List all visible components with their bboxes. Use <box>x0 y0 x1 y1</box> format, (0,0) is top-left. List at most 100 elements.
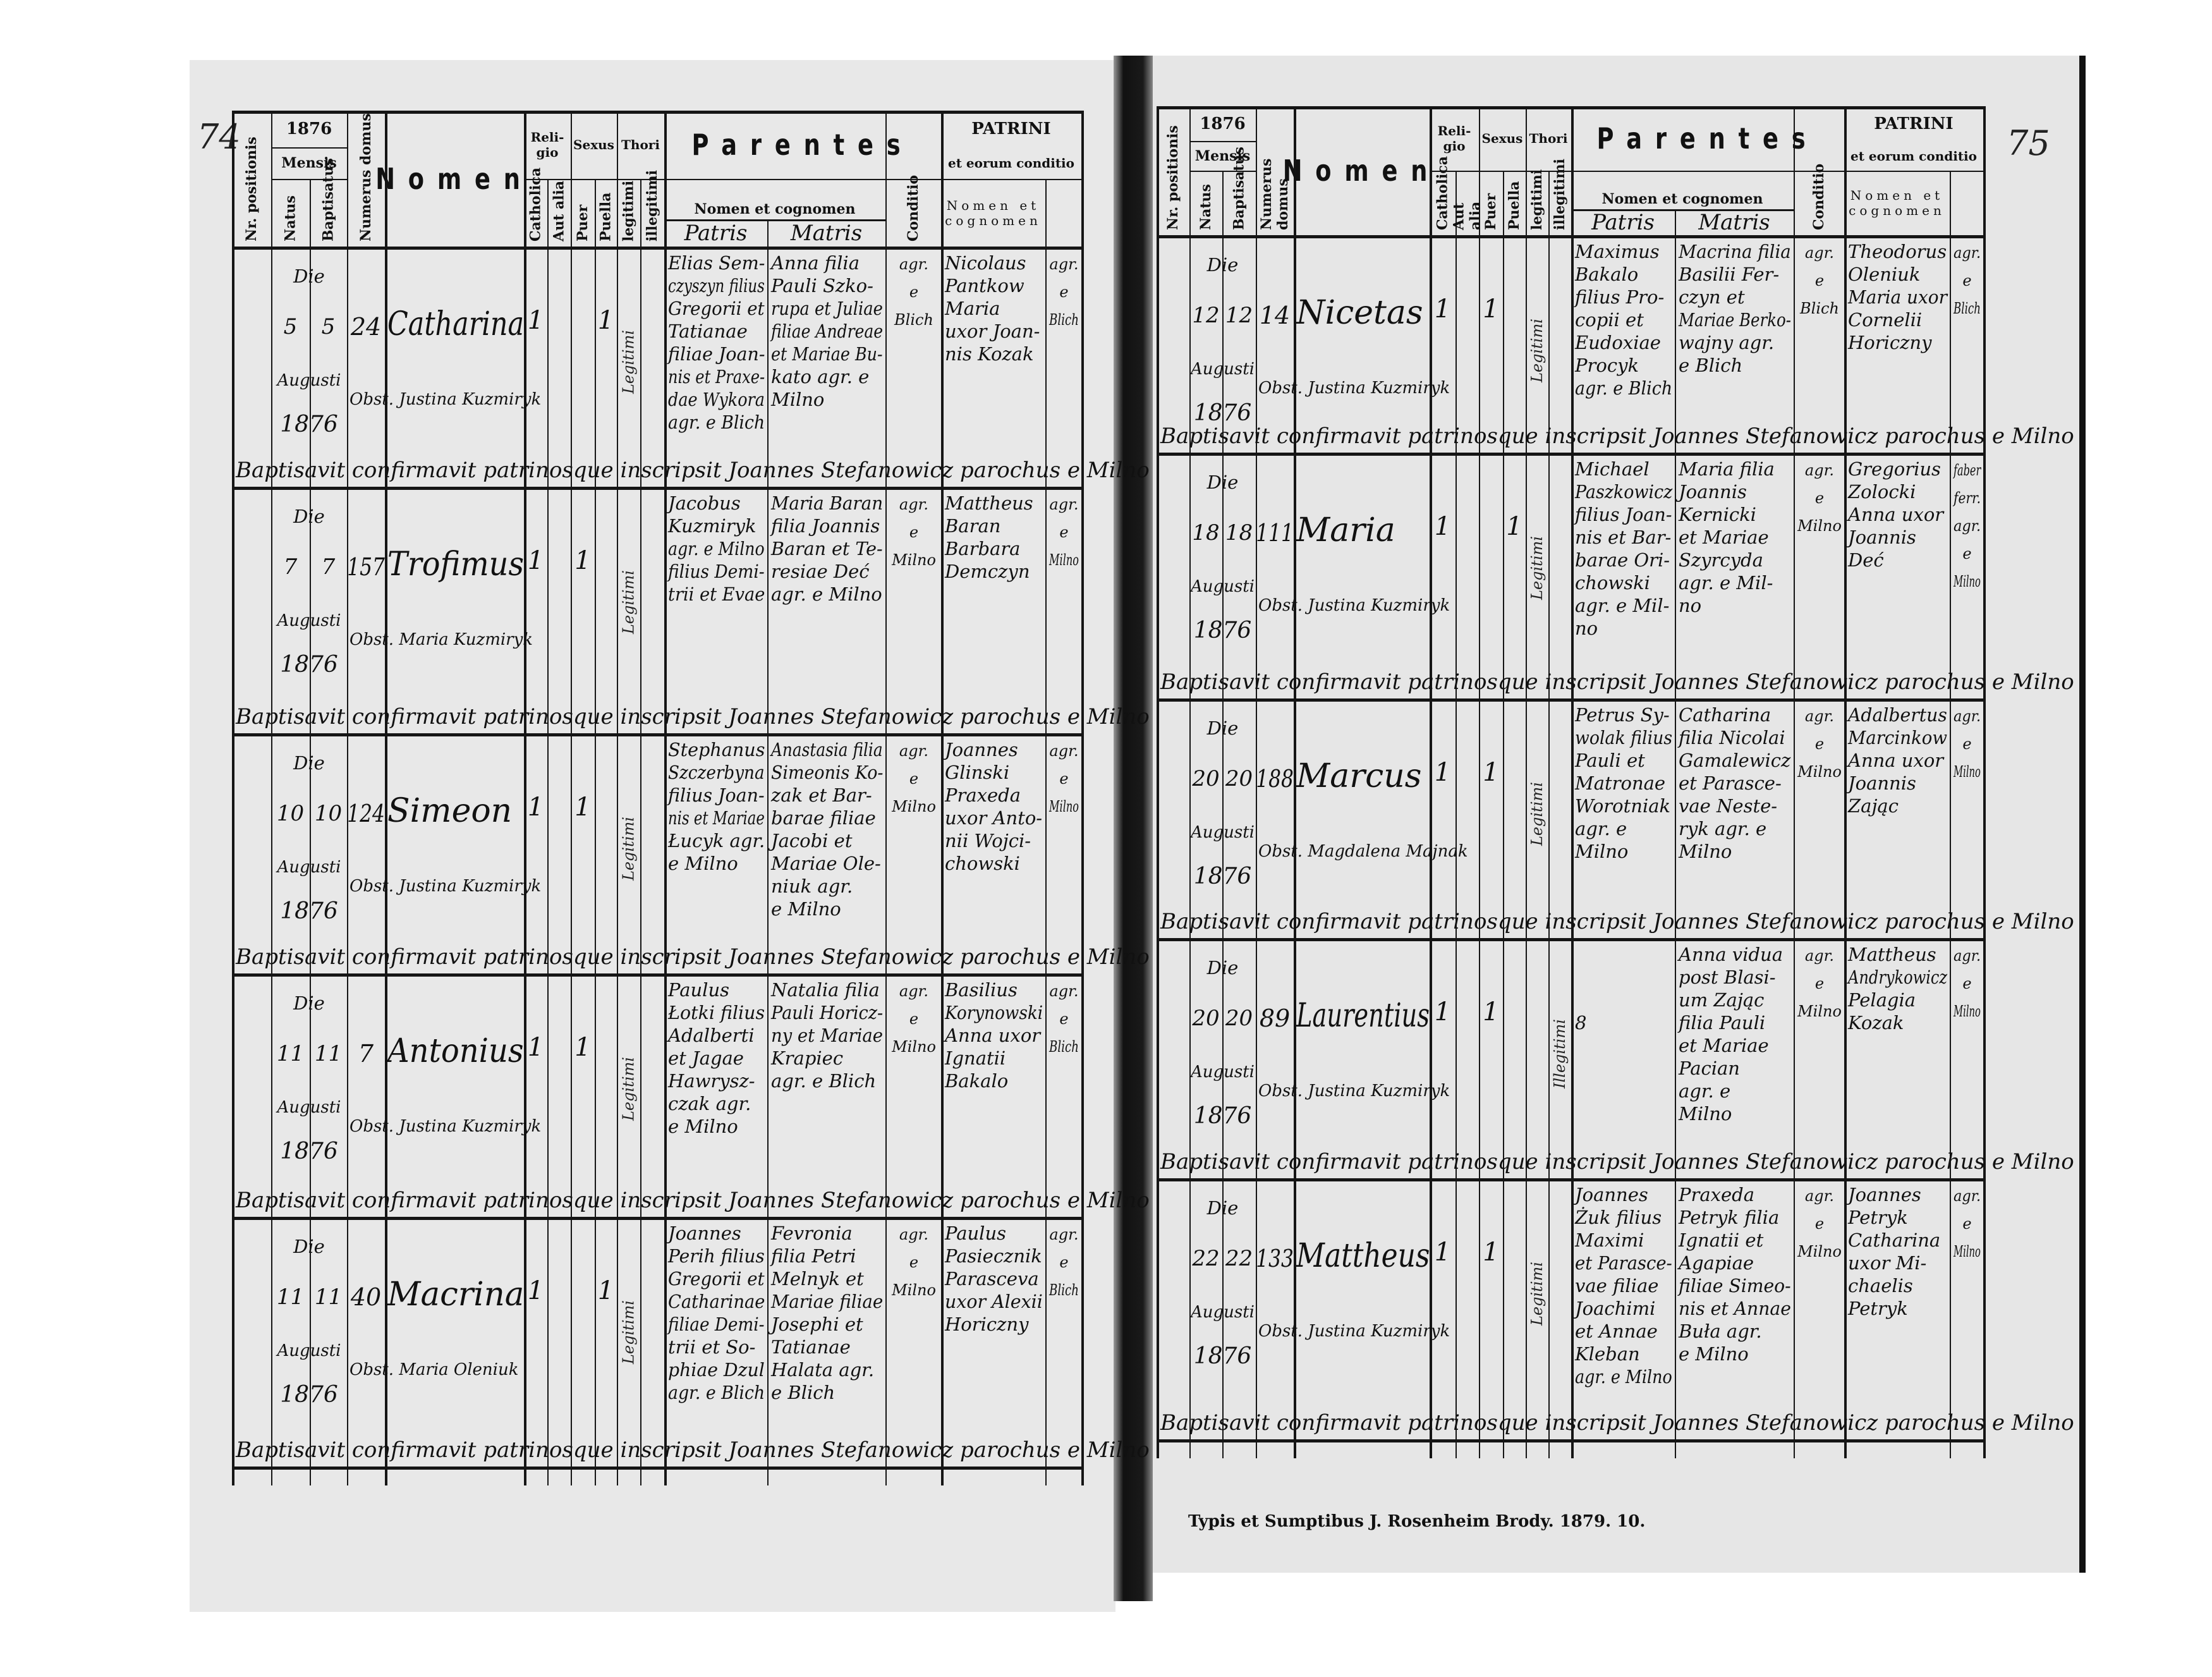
column-rule <box>640 179 641 1485</box>
column-rule <box>1503 171 1504 1458</box>
father-line: Bakalo <box>1575 264 1639 285</box>
printer-imprint: Typis et Sumptibus J. Rosenheim Brody. 1… <box>1188 1512 1646 1531</box>
parents-condition-line: agr. <box>899 255 929 273</box>
father-line: filius Joan- <box>668 784 765 806</box>
father-line: Pauli et <box>1575 750 1645 771</box>
puer-mark: 1 <box>574 546 591 575</box>
thori-illegitimi: Illegitimi <box>1551 1019 1569 1089</box>
father-line: nis et Bar- <box>1575 527 1672 548</box>
parents-condition-line: e <box>909 1253 919 1271</box>
godparent-line: Petryk <box>1848 1298 1908 1319</box>
column-rule <box>1526 106 1527 1458</box>
thori-legitimi: Legitimi <box>619 817 638 881</box>
header-catholica: Catholica <box>527 168 544 241</box>
column-rule <box>941 111 944 1485</box>
natus-day: 20 <box>1192 766 1220 791</box>
godparent-condition-line: e <box>1059 523 1069 541</box>
mother-line: Simeonis Ko- <box>771 762 884 783</box>
parents-condition-line: agr. <box>899 982 929 1000</box>
mother-line: e Milno <box>1679 1343 1749 1365</box>
father-line: wolak filius <box>1575 727 1673 748</box>
thori-illegitimi <box>1548 278 1571 424</box>
father-line: Gregorii et <box>668 298 765 319</box>
column-rule <box>1983 106 1986 1458</box>
catholica-mark: 1 <box>1434 997 1451 1027</box>
header-conditio: Conditio <box>905 174 921 241</box>
header-matris: Matris <box>1698 209 1770 235</box>
mother-line: ryk agr. e <box>1679 818 1767 839</box>
mother-line: e Blich <box>771 1382 836 1403</box>
parents-condition-line: e <box>909 1010 919 1028</box>
godparent-line: Maria uxor <box>1848 286 1947 308</box>
father-line: agr. e Blich <box>668 412 765 433</box>
header-top-rule <box>232 111 1084 114</box>
godparent-condition-line: agr. <box>1954 1187 1981 1205</box>
parents-condition-line: agr. <box>1804 707 1835 725</box>
father-line: Eudoxiae <box>1575 332 1661 353</box>
puer-mark: 1 <box>1483 1238 1499 1267</box>
mother-line: Maria Baran <box>771 492 884 514</box>
father-line: Gregorii et <box>668 1268 765 1290</box>
mother-line: Pacian <box>1679 1058 1740 1079</box>
puella-mark: 1 <box>597 1276 614 1305</box>
mother-line: Natalia filia <box>771 979 880 1001</box>
column-rule <box>1950 171 1951 1458</box>
father-line: et Jagae <box>668 1047 744 1069</box>
midwife-note: Obst. Justina Kuzmiryk <box>1258 1082 1450 1101</box>
puer-mark: 1 <box>1483 758 1499 787</box>
mother-line: post Blasi- <box>1679 967 1776 988</box>
header-year: 1876 <box>1200 114 1246 133</box>
father-line: Łucyk agr. <box>668 830 765 851</box>
godparent-condition-line: e <box>1962 272 1972 290</box>
mother-line: Mariae Ole- <box>771 853 881 874</box>
father-line: filiae Joan- <box>668 343 765 365</box>
mother-line: Gamalewicz <box>1679 750 1791 771</box>
parents-condition-line: Blich <box>894 311 933 329</box>
mother-line: Krapiec <box>771 1047 844 1069</box>
thori-legitimi <box>1526 981 1548 1126</box>
midwife-note: Obst. Justina Kuzmiryk <box>349 877 542 896</box>
father-line: Hawrysz- <box>668 1070 755 1092</box>
mother-line: Anna filia <box>771 252 860 274</box>
column-rule <box>1455 171 1457 1458</box>
thori-illegitimi <box>640 776 664 922</box>
baptisavit-line: Baptisavit confirmavit patrinosque inscr… <box>236 458 1150 483</box>
column-rule <box>767 219 769 1485</box>
house-number: 188 <box>1256 765 1294 793</box>
father-line: Kleban <box>1575 1343 1640 1365</box>
baptisavit-line: Baptisavit confirmavit patrinosque inscr… <box>1160 669 2074 695</box>
child-name: Marcus <box>1296 757 1422 795</box>
mother-line: Anastasia filia <box>771 739 883 760</box>
father-line: et Annae <box>1575 1320 1658 1342</box>
birth-die-label: Die <box>1206 472 1239 493</box>
godparent-line: Deć <box>1848 549 1884 571</box>
column-rule <box>347 111 348 1485</box>
entry-separator <box>1157 1439 1986 1442</box>
natus-day: 7 <box>283 554 298 580</box>
mother-line: resiae Deć <box>771 561 870 582</box>
mother-line: Agapiae <box>1679 1252 1754 1274</box>
house-number: 7 <box>358 1040 374 1068</box>
father-line: Stephanus <box>668 739 765 760</box>
parents-condition-line: Milno <box>892 1038 936 1056</box>
mother-line: ny et Mariae <box>771 1025 883 1046</box>
father-line: Maximus <box>1575 241 1660 262</box>
header-nomen: Nomen <box>375 161 533 196</box>
entry-separator <box>232 733 1084 736</box>
thori-illegitimi <box>640 1016 664 1162</box>
godparent-line: Anna uxor <box>1848 750 1944 771</box>
column-rule <box>1157 106 1159 1458</box>
parents-condition-line: Blich <box>1800 300 1839 317</box>
column-rule <box>1045 179 1047 1485</box>
mother-line: um Zając <box>1679 989 1765 1011</box>
mother-line: Catharina <box>1679 704 1771 726</box>
mother-line: Josephi et <box>771 1314 863 1335</box>
midwife-note: Obst. Maria Kuzmiryk <box>349 630 533 649</box>
godparent-line: uxor Alexii <box>945 1291 1043 1312</box>
mother-line: vae Neste- <box>1679 795 1778 817</box>
mother-line: Tatianae <box>771 1336 851 1358</box>
godparent-line: uxor Mi- <box>1848 1252 1927 1274</box>
thori-illegitimi <box>1548 496 1571 641</box>
godparent-condition-line: Blich <box>1954 300 1981 317</box>
parents-condition-line: agr. <box>1804 1187 1835 1205</box>
